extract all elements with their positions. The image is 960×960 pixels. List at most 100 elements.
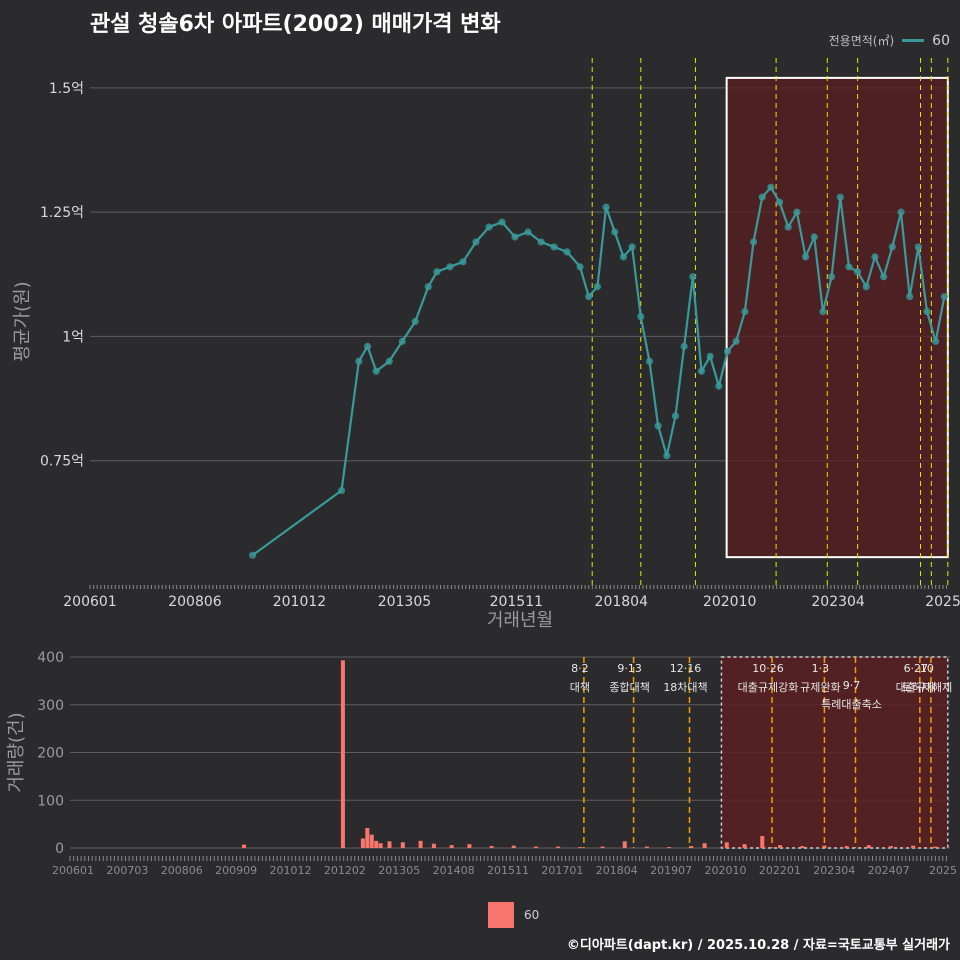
volume-bar — [800, 846, 805, 848]
data-point — [871, 253, 879, 261]
volume-bar — [933, 846, 938, 848]
volume-bar — [511, 845, 516, 848]
policy-label: 대출규제 — [896, 681, 936, 694]
highlight-period-box — [725, 76, 949, 559]
bar-x-tick-label: 200601 — [52, 864, 94, 877]
data-point — [249, 551, 257, 559]
volume-bar — [888, 846, 893, 848]
data-point — [932, 337, 940, 345]
bar-x-tick-label: 200703 — [106, 864, 148, 877]
data-point — [446, 263, 454, 271]
bar-x-tick-label: 2025 — [929, 864, 957, 877]
credit-text: ©디아파트(dapt.kr) / 2025.10.28 / 자료=국토교통부 실… — [566, 938, 950, 953]
data-point — [828, 273, 836, 281]
policy-date: 10·26 — [752, 662, 784, 675]
bar-y-tick-label: 300 — [37, 698, 64, 714]
volume-bar — [400, 842, 405, 848]
data-point — [537, 238, 545, 246]
bar-x-tick-label: 201012 — [270, 864, 312, 877]
data-point — [498, 218, 506, 226]
policy-date: 10 — [920, 662, 934, 675]
legend-line-swatch — [902, 39, 925, 42]
volume-bar — [724, 842, 729, 848]
x-tick-label: 202304 — [811, 594, 865, 610]
volume-bar — [374, 840, 379, 848]
volume-bar — [340, 660, 345, 848]
data-point — [424, 283, 432, 291]
volume-bar — [778, 845, 783, 848]
data-point — [433, 268, 441, 276]
data-point — [671, 412, 680, 420]
policy-date: 9·13 — [617, 662, 642, 675]
data-point — [749, 238, 758, 246]
data-point — [897, 208, 905, 216]
data-point — [398, 337, 406, 345]
x-tick-label: 200806 — [168, 594, 222, 610]
data-point — [775, 198, 784, 206]
data-point — [645, 357, 654, 365]
volume-bar — [911, 845, 916, 848]
data-point — [906, 293, 914, 301]
data-point — [862, 283, 870, 291]
bar-x-tick-label: 202304 — [813, 864, 855, 877]
volume-bar — [689, 846, 694, 848]
bar-legend-swatch — [488, 902, 514, 928]
volume-bar — [822, 845, 827, 848]
x-tick-label: 201804 — [595, 594, 649, 610]
data-point — [940, 293, 948, 301]
data-point — [654, 422, 662, 430]
bar-x-tick-label: 201701 — [541, 864, 583, 877]
data-point — [758, 193, 766, 201]
policy-date: 8·2 — [571, 662, 589, 675]
policy-label: 대책 — [570, 681, 590, 694]
x-axis-title: 거래년월 — [487, 610, 553, 631]
volume-bar — [578, 847, 583, 848]
bar-x-tick-label: 200806 — [161, 864, 203, 877]
volume-bar — [365, 827, 370, 848]
bar-x-tick-label: 201408 — [433, 864, 475, 877]
data-point — [706, 352, 714, 360]
data-point — [485, 223, 493, 231]
legend-label: 60 — [932, 32, 950, 49]
volume-bar — [760, 836, 765, 848]
chart-title: 관설 청솔6차 아파트(2002) 매매가격 변화 — [90, 12, 501, 37]
volume-bar — [742, 844, 747, 848]
data-point — [697, 367, 706, 375]
volume-bar — [418, 840, 423, 848]
data-point — [411, 317, 419, 326]
bar-y-tick-label: 0 — [55, 841, 64, 857]
bar-highlight-box — [720, 656, 949, 849]
data-point — [459, 258, 467, 266]
data-point — [585, 293, 593, 301]
bar-x-tick-label: 201511 — [487, 864, 529, 877]
x-tick-label: 201012 — [273, 594, 326, 610]
data-point — [611, 228, 619, 236]
data-point — [854, 268, 862, 276]
volume-bar — [360, 838, 365, 848]
policy-date: 6·27 — [904, 662, 929, 675]
data-point — [511, 233, 519, 241]
bar-legend-label: 60 — [524, 908, 540, 922]
data-point — [372, 367, 380, 375]
volume-bar — [622, 841, 627, 848]
policy-date: 9·7 — [843, 679, 861, 692]
bar-legend: 60 — [488, 902, 539, 928]
legend: 전용면적(㎡) 60 — [829, 32, 950, 49]
volume-bar — [378, 843, 383, 848]
data-point — [819, 307, 827, 316]
data-point — [715, 382, 723, 390]
data-point — [337, 486, 346, 495]
bar-y-tick-label: 200 — [37, 746, 64, 762]
bar-x-tick-label: 202201 — [759, 864, 801, 877]
bar-x-tick-label: 202010 — [705, 864, 747, 877]
data-point — [810, 233, 818, 241]
data-point — [914, 243, 922, 251]
data-point — [680, 342, 688, 350]
data-point — [663, 452, 671, 460]
data-point — [524, 228, 532, 236]
data-point — [689, 273, 697, 281]
volume-bar — [489, 846, 494, 848]
data-point — [801, 253, 810, 261]
data-point — [888, 243, 896, 251]
policy-label: 토허제해제 — [902, 680, 953, 694]
